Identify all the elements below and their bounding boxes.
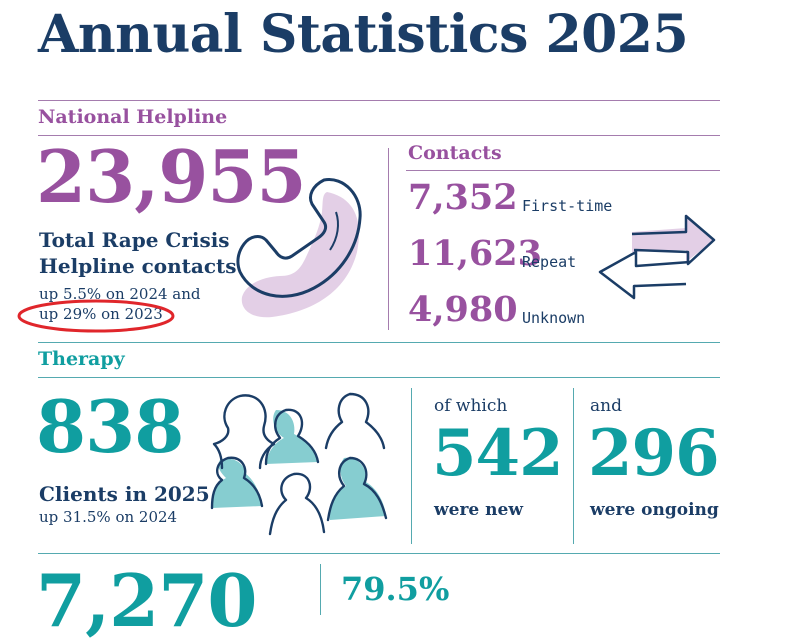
- two-way-arrows-icon: [598, 214, 716, 300]
- divider: [406, 170, 720, 171]
- contact-value-first-time: 7,352: [408, 177, 518, 218]
- divider: [411, 388, 412, 544]
- contact-label-first-time: First-time: [522, 197, 613, 215]
- divider: [38, 135, 720, 136]
- divider: [38, 100, 720, 101]
- telephone-handset-icon: [236, 178, 362, 318]
- therapy-total: 838: [36, 384, 184, 469]
- bottom-right-percent: 79.5%: [341, 570, 450, 608]
- divider: [38, 553, 720, 554]
- helpline-description-line1: Total Rape Crisis: [39, 228, 230, 252]
- people-group-icon: [210, 392, 388, 536]
- new-prefix: of which: [434, 396, 508, 416]
- therapy-section-label: Therapy: [38, 348, 125, 370]
- helpline-description-line2: Helpline contacts: [39, 254, 237, 278]
- divider: [320, 564, 321, 615]
- new-clients-value: 542: [432, 416, 564, 491]
- helpline-section-label: National Helpline: [38, 106, 228, 128]
- ongoing-clients-label: were ongoing: [590, 500, 719, 520]
- divider: [388, 148, 389, 330]
- contact-label-unknown: Unknown: [522, 309, 586, 327]
- new-clients-label: were new: [434, 500, 523, 520]
- helpline-change-2023: up 29% on 2023: [39, 305, 163, 323]
- ongoing-prefix: and: [590, 396, 622, 416]
- therapy-change: up 31.5% on 2024: [39, 508, 178, 526]
- divider: [38, 377, 720, 378]
- page-title: Annual Statistics 2025: [38, 4, 689, 65]
- divider: [573, 388, 574, 544]
- ongoing-clients-value: 296: [588, 416, 720, 491]
- helpline-total: 23,955: [36, 134, 307, 219]
- contact-label-repeat: Repeat: [522, 253, 577, 271]
- bottom-left-number: 7,270: [36, 558, 257, 643]
- divider: [38, 342, 720, 343]
- contact-value-repeat: 11,623: [408, 233, 542, 274]
- contacts-section-label: Contacts: [408, 142, 502, 164]
- helpline-change-2024: up 5.5% on 2024 and: [39, 285, 201, 303]
- therapy-description: Clients in 2025: [39, 482, 210, 506]
- helpline-description: Total Rape Crisis Helpline contacts: [39, 227, 237, 279]
- highlight-circle-icon: [17, 299, 175, 333]
- contact-value-unknown: 4,980: [408, 289, 518, 330]
